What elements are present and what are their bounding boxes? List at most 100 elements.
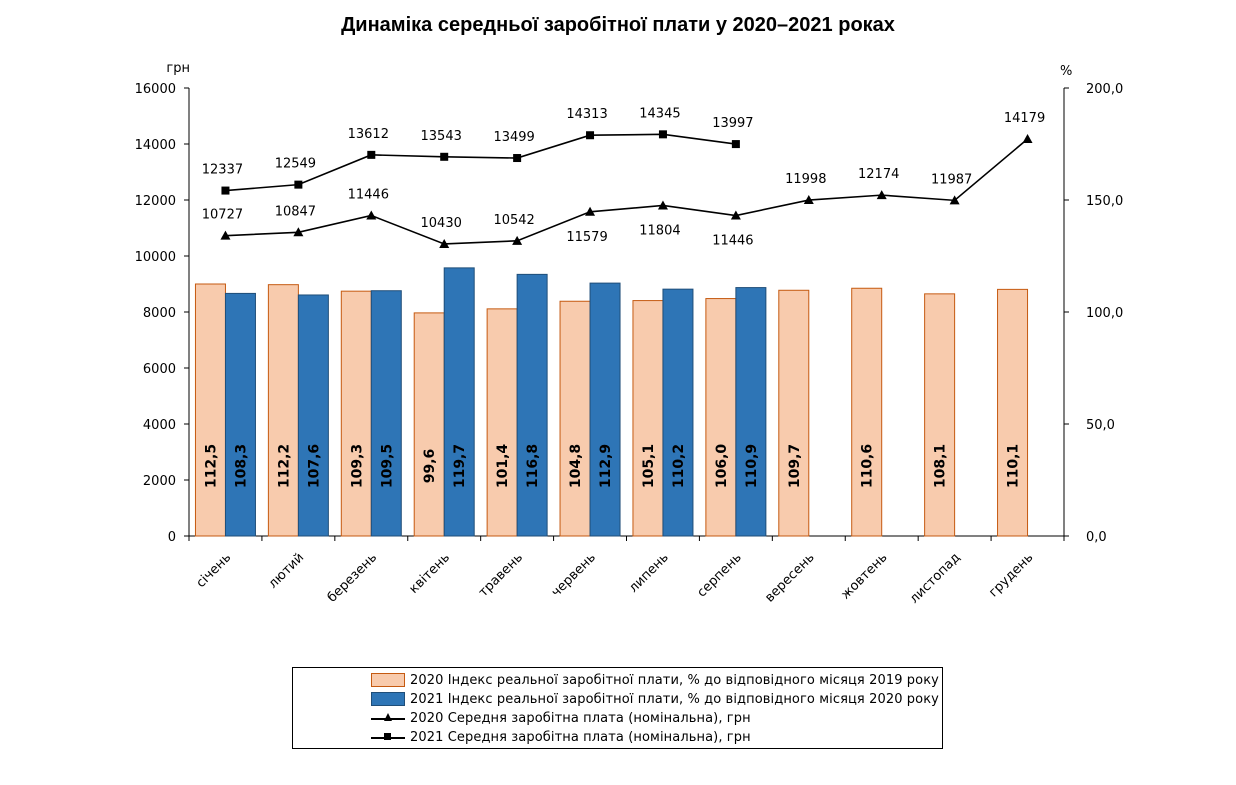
bar-value-label: 99,6 bbox=[422, 449, 438, 484]
bar-value-label: 112,5 bbox=[203, 444, 219, 488]
bar-value-label: 107,6 bbox=[306, 444, 322, 488]
right-tick-label: 200,0 bbox=[1086, 82, 1123, 97]
line-value-label: 11446 bbox=[348, 188, 389, 203]
bar-value-label: 105,1 bbox=[641, 444, 657, 488]
legend-swatch-2020-salary bbox=[371, 711, 405, 725]
bar-value-label: 108,1 bbox=[933, 444, 949, 488]
line-point-2021 bbox=[731, 140, 740, 149]
bar-value-label: 108,3 bbox=[233, 444, 249, 488]
bar-2021 bbox=[662, 288, 694, 537]
line-point-2020 bbox=[730, 210, 741, 220]
line-point-2020 bbox=[657, 200, 668, 210]
bar-value-label: 112,2 bbox=[276, 444, 292, 488]
left-tick-label: 4000 bbox=[143, 418, 176, 433]
left-tick-label: 14000 bbox=[135, 138, 176, 153]
line-value-label: 11998 bbox=[785, 172, 826, 187]
line-point-2020 bbox=[293, 227, 304, 237]
line-point-2020 bbox=[949, 195, 960, 205]
bar-2021 bbox=[297, 294, 329, 537]
legend-swatch-2021-salary bbox=[371, 730, 405, 744]
right-axis-unit: % bbox=[1060, 64, 1072, 79]
line-2021 bbox=[225, 133, 736, 192]
x-tick-label: січень bbox=[194, 550, 235, 591]
line-point-2020 bbox=[439, 238, 450, 248]
line-value-label: 11987 bbox=[931, 172, 972, 187]
left-tick-label: 12000 bbox=[135, 194, 176, 209]
x-tick-label: квітень bbox=[406, 550, 453, 597]
line-value-label: 14345 bbox=[639, 106, 680, 121]
bar-value-label: 110,9 bbox=[744, 444, 760, 488]
line-point-2020 bbox=[1022, 133, 1033, 143]
legend-label-2021-salary: 2021 Середня заробітна плата (номінальна… bbox=[410, 729, 751, 745]
legend-item-2020-index: 2020 Індекс реальної заробітної плати, %… bbox=[293, 671, 939, 689]
line-point-2020 bbox=[585, 206, 596, 216]
line-value-label: 14179 bbox=[1004, 111, 1045, 126]
bar-2020 bbox=[340, 290, 372, 537]
bar-value-label: 110,1 bbox=[1006, 444, 1022, 488]
line-point-2021 bbox=[294, 180, 303, 189]
bar-value-label: 101,4 bbox=[495, 444, 511, 489]
x-tick-label: жовтень bbox=[838, 550, 890, 602]
bar-2021 bbox=[370, 290, 402, 537]
line-value-label: 12549 bbox=[275, 157, 316, 172]
line-point-2020 bbox=[512, 235, 523, 245]
bar-2021 bbox=[516, 273, 548, 537]
bar-value-label: 112,9 bbox=[598, 444, 614, 488]
bar-value-label: 116,8 bbox=[525, 444, 541, 488]
x-tick-label: грудень bbox=[986, 550, 1036, 600]
bar-value-label: 119,7 bbox=[452, 444, 468, 488]
line-point-2020 bbox=[876, 190, 887, 200]
legend-swatch-2020-index bbox=[371, 673, 405, 687]
line-value-label: 11579 bbox=[566, 230, 607, 245]
line-value-label: 10542 bbox=[493, 213, 534, 228]
left-tick-label: 6000 bbox=[143, 362, 176, 377]
left-tick-label: 8000 bbox=[143, 306, 176, 321]
line-value-label: 10727 bbox=[202, 208, 243, 223]
line-point-2021 bbox=[586, 131, 595, 140]
line-2020 bbox=[225, 138, 1029, 245]
legend-item-2021-salary: 2021 Середня заробітна плата (номінальна… bbox=[293, 728, 751, 746]
chart-title: Динаміка середньої заробітної плати у 20… bbox=[341, 14, 895, 36]
bar-2021 bbox=[224, 292, 256, 537]
line-point-2020 bbox=[803, 195, 814, 205]
line-point-2020 bbox=[220, 230, 231, 240]
left-tick-label: 10000 bbox=[135, 250, 176, 265]
line-value-label: 11804 bbox=[639, 223, 680, 238]
bar-2020 bbox=[194, 283, 226, 537]
line-point-2020 bbox=[366, 210, 377, 220]
line-point-2021 bbox=[658, 130, 667, 139]
line-value-label: 10847 bbox=[275, 204, 316, 219]
bar-value-label: 104,8 bbox=[568, 444, 584, 488]
line-point-2021 bbox=[221, 186, 230, 195]
line-point-2021 bbox=[440, 152, 449, 161]
bar-value-label: 109,7 bbox=[787, 444, 803, 488]
right-tick-label: 150,0 bbox=[1086, 194, 1123, 209]
bar-2021 bbox=[443, 267, 475, 537]
line-value-label: 11446 bbox=[712, 234, 753, 249]
line-value-label: 13612 bbox=[348, 127, 389, 142]
bar-2020 bbox=[778, 289, 810, 537]
x-tick-label: лютий bbox=[266, 550, 308, 592]
bar-2020 bbox=[851, 287, 883, 537]
bar-2020 bbox=[997, 288, 1029, 537]
bar-value-label: 106,0 bbox=[714, 444, 730, 489]
bar-2020 bbox=[705, 298, 737, 537]
legend-label-2020-index: 2020 Індекс реальної заробітної плати, %… bbox=[410, 672, 939, 688]
line-point-2021 bbox=[513, 154, 522, 163]
line-value-label: 14313 bbox=[566, 107, 607, 122]
bar-2020 bbox=[267, 284, 299, 537]
legend-item-2020-salary: 2020 Середня заробітна плата (номінальна… bbox=[293, 709, 751, 727]
line-point-2021 bbox=[367, 150, 376, 159]
x-tick-label: липень bbox=[626, 550, 672, 596]
legend-swatch-2021-index bbox=[371, 692, 405, 706]
bar-2020 bbox=[924, 293, 956, 537]
chart-legend: 2020 Індекс реальної заробітної плати, %… bbox=[292, 667, 943, 749]
legend-item-2021-index: 2021 Індекс реальної заробітної плати, %… bbox=[293, 690, 939, 708]
bar-value-label: 110,6 bbox=[860, 444, 876, 488]
bar-value-label: 109,3 bbox=[349, 444, 365, 488]
bar-value-label: 109,5 bbox=[379, 444, 395, 488]
left-tick-label: 16000 bbox=[135, 82, 176, 97]
legend-label-2020-salary: 2020 Середня заробітна плата (номінальна… bbox=[410, 710, 751, 726]
line-value-label: 13997 bbox=[712, 116, 753, 131]
x-tick-label: травень bbox=[476, 550, 526, 600]
